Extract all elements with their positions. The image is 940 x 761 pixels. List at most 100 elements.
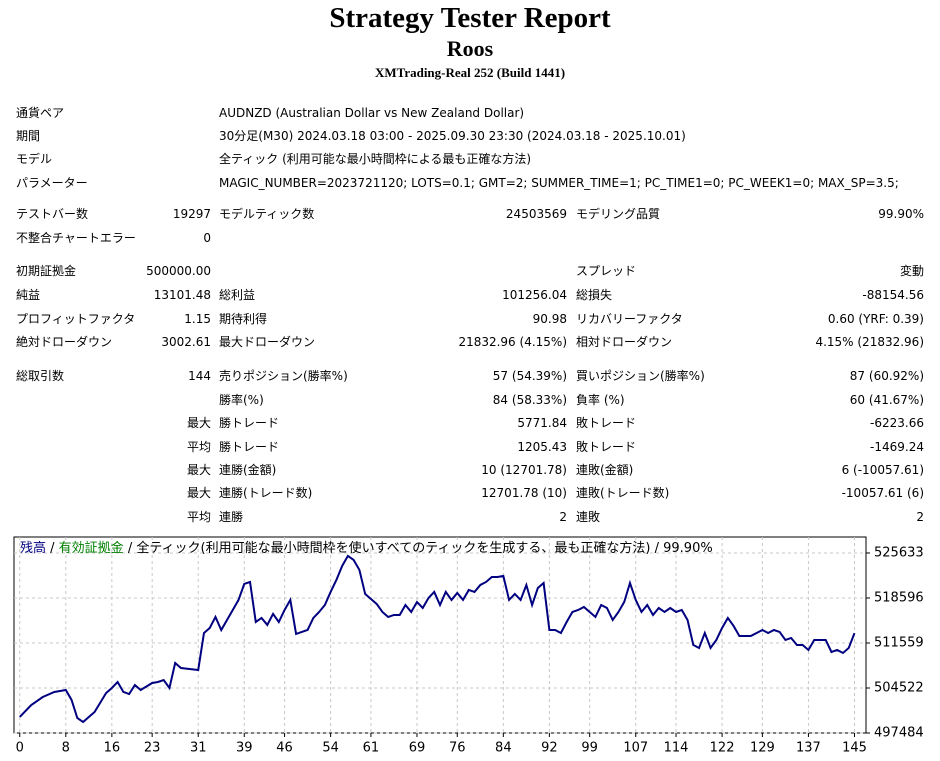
stat-label: モデルティック数 — [219, 207, 315, 221]
stat-label: 連勝(金額) — [219, 463, 277, 477]
info-label: パラメーター — [16, 176, 88, 190]
stat-value: 19297 — [172, 207, 211, 221]
legend-part: / — [46, 541, 59, 556]
stat-value: 4.15% (21832.96) — [815, 335, 924, 349]
stat-value: 500000.00 — [146, 264, 211, 278]
stat-label: テストバー数 — [16, 207, 89, 221]
stat-label: 総損失 — [576, 288, 613, 302]
stat-label: 純益 — [16, 288, 41, 302]
stat-label: 敗トレード — [576, 440, 637, 454]
stat-value: 60 (41.67%) — [849, 393, 924, 407]
stat-value: 変動 — [899, 264, 924, 278]
stat-label: 総利益 — [219, 288, 256, 302]
info-label: 通貨ペア — [16, 106, 65, 120]
stat-label: 負率 (%) — [576, 393, 625, 407]
stat-value: 最大 — [186, 463, 211, 477]
x-tick-label: 54 — [322, 741, 339, 756]
stat-value: 10 (12701.78) — [481, 463, 567, 477]
x-tick-label: 46 — [276, 741, 293, 756]
stat-label: 絶対ドローダウン — [16, 335, 113, 349]
x-tick-label: 23 — [144, 741, 161, 756]
stat-value: 1205.43 — [517, 440, 567, 454]
x-tick-label: 122 — [710, 741, 735, 756]
stat-value: 2 — [559, 510, 567, 524]
plot-frame — [13, 536, 867, 734]
stat-label: 勝率(%) — [219, 393, 264, 407]
info-value: 全ティック (利用可能な最小時間枠による最も正確な方法) — [219, 152, 532, 166]
stat-label: 買いポジション(勝率%) — [576, 369, 705, 383]
stat-value: 84 (58.33%) — [492, 393, 567, 407]
legend-part: 残高 — [20, 540, 46, 556]
stat-label: プロフィットファクタ — [16, 312, 136, 326]
stat-value: 5771.84 — [517, 416, 567, 430]
stat-value: 0 — [203, 231, 211, 245]
stat-value: 90.98 — [532, 312, 567, 326]
stat-label: スプレッド — [576, 264, 637, 278]
subtitle: Roos — [446, 36, 494, 61]
stat-value: 0.60 (YRF: 0.39) — [827, 312, 924, 326]
stat-label: 勝トレード — [219, 440, 280, 454]
stat-value: 平均 — [186, 510, 211, 524]
x-tick-label: 39 — [236, 741, 253, 756]
x-tick-label: 114 — [664, 741, 689, 756]
stat-value: 24503569 — [505, 207, 567, 221]
x-tick-label: 61 — [363, 741, 380, 756]
stat-label: 初期証拠金 — [16, 264, 77, 278]
stat-value: 21832.96 (4.15%) — [458, 335, 567, 349]
info-value: 30分足(M30) 2024.03.18 03:00 - 2025.09.30 … — [219, 129, 686, 143]
stat-label: 総取引数 — [16, 369, 65, 383]
x-tick-label: 84 — [495, 741, 512, 756]
stat-label: 期待利得 — [219, 312, 268, 326]
x-tick-label: 0 — [16, 741, 24, 756]
stat-value: -10057.61 (6) — [841, 486, 924, 500]
balance-chart: 497484 504522 511559 518596 525633 0 8 16 23 31 39… — [13, 536, 924, 756]
stat-label: モデリング品質 — [576, 207, 661, 221]
info-label: モデル — [16, 152, 53, 166]
y-tick-label: 511559 — [874, 635, 924, 650]
stat-value: 最大 — [186, 416, 211, 430]
stat-value: 2 — [916, 510, 924, 524]
x-tick-label: 145 — [842, 741, 867, 756]
x-tick-label: 8 — [62, 741, 70, 756]
stat-label: 勝トレード — [219, 416, 280, 430]
stat-label: 売りポジション(勝率%) — [219, 369, 348, 383]
stat-value: 144 — [188, 369, 211, 383]
balance-line — [19, 554, 856, 724]
stat-value: 1.15 — [184, 312, 211, 326]
stat-value: -1469.24 — [870, 440, 924, 454]
x-tick-label: 69 — [409, 741, 426, 756]
y-tick-label: 504522 — [874, 680, 924, 695]
x-tick-label: 31 — [190, 741, 207, 756]
x-tick-label: 137 — [796, 741, 821, 756]
chart-legend: 残高 / 有効証拠金 / 全ティック(利用可能な最小時間枠を使いすべてのティック… — [20, 540, 713, 556]
y-tick-label: 497484 — [874, 726, 924, 741]
stat-label: 連敗(金額) — [576, 463, 634, 477]
info-label: 期間 — [16, 129, 41, 143]
stat-label: 連勝 — [219, 510, 244, 524]
y-tick-label: 518596 — [874, 590, 924, 605]
stat-value: 3002.61 — [161, 335, 211, 349]
stat-value: 87 (60.92%) — [849, 369, 924, 383]
legend-part: / 全ティック(利用可能な最小時間枠を使いすべてのティックを生成する、最も正確な… — [124, 540, 713, 556]
info-value: AUDNZD (Australian Dollar vs New Zealand… — [219, 106, 525, 120]
stat-label: 連敗(トレード数) — [576, 486, 670, 500]
x-tick-label: 76 — [449, 741, 466, 756]
server: XMTrading-Real 252 (Build 1441) — [374, 65, 566, 80]
x-tick-label: 107 — [623, 741, 648, 756]
stat-value: 最大 — [186, 486, 211, 500]
stat-value: 57 (54.39%) — [492, 369, 567, 383]
legend-part: 有効証拠金 — [59, 540, 124, 556]
title: Strategy Tester Report — [329, 2, 611, 34]
y-tick-label: 525633 — [874, 545, 924, 560]
stat-value: -88154.56 — [862, 288, 924, 302]
stat-value: -6223.66 — [870, 416, 924, 430]
stat-label: 最大ドローダウン — [219, 335, 316, 349]
x-tick-label: 92 — [541, 741, 558, 756]
info-value: MAGIC_NUMBER=2023721120; LOTS=0.1; GMT=2… — [219, 176, 899, 190]
stat-value: 101256.04 — [502, 288, 567, 302]
stat-value: 12701.78 (10) — [481, 486, 567, 500]
stat-label: リカバリーファクタ — [576, 312, 683, 326]
stat-label: 連敗 — [576, 510, 601, 524]
x-tick-label: 16 — [104, 741, 121, 756]
